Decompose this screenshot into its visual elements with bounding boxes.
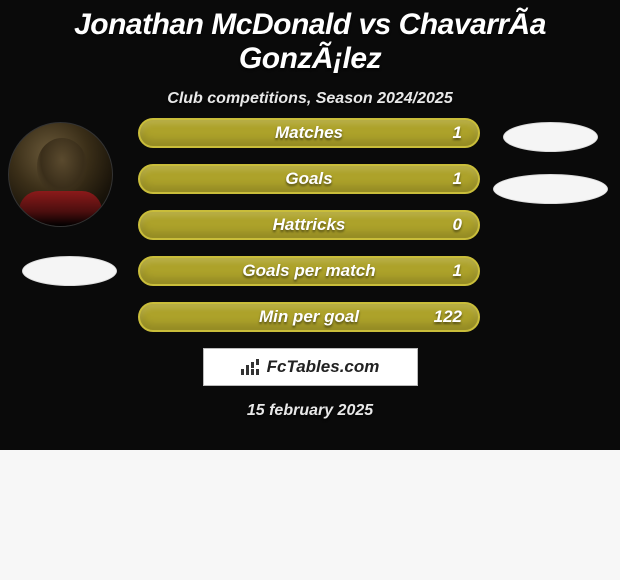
stat-bar-goals-per-match: Goals per match 1 (138, 256, 480, 286)
stat-row: Hattricks 0 (138, 210, 480, 240)
stat-row: Matches 1 (138, 118, 480, 148)
stat-value: 1 (453, 261, 462, 281)
stat-value: 1 (453, 169, 462, 189)
stat-row: Goals 1 (138, 164, 480, 194)
stat-label: Matches (275, 123, 343, 143)
stat-label: Hattricks (273, 215, 346, 235)
stat-row: Min per goal 122 (138, 302, 480, 332)
subtitle: Club competitions, Season 2024/2025 (0, 90, 620, 108)
stats-block: Matches 1 Goals 1 Hattricks 0 Goals per … (138, 118, 480, 332)
stat-label: Goals per match (242, 261, 375, 281)
stats-content: Matches 1 Goals 1 Hattricks 0 Goals per … (0, 118, 620, 420)
chart-icon (241, 359, 261, 375)
page-title: Jonathan McDonald vs ChavarrÃ­a GonzÃ¡le… (0, 0, 620, 76)
comparison-card: Jonathan McDonald vs ChavarrÃ­a GonzÃ¡le… (0, 0, 620, 450)
stat-bar-hattricks: Hattricks 0 (138, 210, 480, 240)
stat-row: Goals per match 1 (138, 256, 480, 286)
stat-value: 1 (453, 123, 462, 143)
stat-value: 0 (453, 215, 462, 235)
date-label: 15 february 2025 (0, 402, 620, 420)
stat-bar-matches: Matches 1 (138, 118, 480, 148)
stat-label: Goals (285, 169, 332, 189)
stat-bar-min-per-goal: Min per goal 122 (138, 302, 480, 332)
stat-label: Min per goal (259, 307, 359, 327)
stat-value: 122 (434, 307, 462, 327)
brand-text: FcTables.com (267, 357, 380, 377)
brand-badge[interactable]: FcTables.com (203, 348, 418, 386)
stat-bar-goals: Goals 1 (138, 164, 480, 194)
